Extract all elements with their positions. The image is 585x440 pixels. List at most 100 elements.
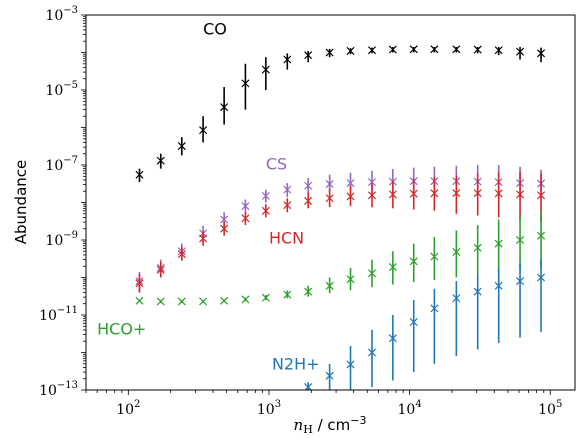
data-point: [156, 297, 165, 306]
data-point: [283, 55, 292, 64]
data-point: [135, 296, 144, 305]
data-point: [325, 194, 334, 203]
series-cs: [135, 165, 546, 293]
x-axis-label-symbol: n: [294, 416, 304, 434]
data-point: [304, 383, 313, 390]
data-point: [325, 371, 334, 380]
y-tick-label: 10−7: [45, 155, 78, 174]
data-point: [516, 47, 525, 56]
data-point: [473, 243, 482, 252]
data-point: [516, 190, 525, 199]
data-point: [388, 45, 397, 54]
x-tick-label: 104: [398, 399, 422, 418]
data-point: [199, 297, 208, 306]
data-point: [346, 360, 355, 369]
data-point: [220, 296, 229, 305]
data-point: [220, 224, 229, 233]
series-co: [135, 45, 546, 183]
data-point: [494, 46, 503, 55]
data-point: [156, 156, 165, 165]
plot-content: [135, 45, 546, 390]
series-label-cs: CS: [266, 155, 287, 174]
data-point: [494, 239, 503, 248]
data-point: [261, 191, 270, 200]
series-label-hcn: HCN: [269, 229, 304, 248]
data-point: [388, 263, 397, 272]
y-tick-label: 10−11: [39, 305, 78, 324]
data-point: [304, 196, 313, 205]
data-point: [452, 294, 461, 303]
data-point: [346, 179, 355, 188]
data-point: [283, 201, 292, 210]
data-point: [135, 170, 144, 179]
data-point: [536, 231, 546, 240]
data-point: [367, 178, 376, 187]
series-hcn: [135, 172, 546, 293]
data-point: [261, 65, 270, 74]
series-label-co: CO: [203, 20, 227, 39]
data-point: [367, 269, 376, 278]
data-point: [177, 297, 186, 306]
data-point: [430, 252, 439, 261]
data-point: [388, 334, 397, 343]
series-n2h: [304, 259, 546, 390]
data-point: [473, 287, 482, 296]
data-point: [409, 189, 418, 198]
data-point: [430, 304, 439, 313]
data-point: [388, 190, 397, 199]
data-point: [536, 191, 546, 200]
x-tick-label: 102: [116, 399, 140, 418]
data-point: [241, 214, 250, 223]
y-tick-label: 10−9: [45, 230, 78, 249]
data-point: [452, 189, 461, 198]
data-point: [304, 181, 313, 190]
data-point: [409, 317, 418, 327]
plot-frame: [85, 14, 576, 391]
data-point: [220, 215, 229, 224]
x-axis-label-exponent: −3: [350, 414, 366, 427]
data-point: [220, 103, 229, 112]
y-axis-label: Abundance: [12, 160, 30, 245]
data-point: [346, 46, 355, 55]
y-tick-label: 10−13: [39, 380, 78, 399]
data-point: [304, 51, 313, 60]
data-point: [473, 189, 482, 198]
data-point: [241, 79, 250, 88]
data-point: [367, 46, 376, 55]
data-point: [367, 191, 376, 200]
data-point: [177, 250, 186, 259]
data-point: [325, 180, 334, 189]
axis-ticks: 102 103 104 105 10−3 10−5 10−7 10−9 10−11 10−13: [39, 5, 562, 418]
x-tick-label: 103: [257, 399, 281, 418]
data-point: [177, 142, 186, 151]
data-point: [283, 185, 292, 194]
data-point: [241, 202, 250, 211]
data-point: [516, 235, 525, 245]
data-point: [135, 279, 144, 288]
data-point: [473, 45, 482, 54]
data-point: [367, 348, 376, 357]
data-point: [283, 290, 292, 299]
data-point: [325, 48, 334, 57]
data-point: [409, 45, 418, 54]
data-point: [536, 273, 546, 282]
series-labels: CO CS HCN HCO+ N2H+: [97, 20, 319, 374]
series-label-hco: HCO+: [97, 320, 146, 339]
data-point: [494, 281, 503, 290]
data-point: [346, 192, 355, 201]
data-point: [261, 206, 270, 215]
data-point: [261, 293, 270, 302]
data-point: [516, 277, 525, 286]
data-point: [430, 45, 439, 54]
data-point: [430, 189, 439, 198]
data-layer: [135, 45, 546, 390]
data-point: [494, 189, 503, 198]
data-point: [199, 234, 208, 243]
data-point: [409, 257, 418, 266]
data-point: [536, 49, 546, 58]
data-point: [199, 126, 208, 135]
data-point: [241, 295, 250, 304]
data-point: [156, 265, 165, 274]
y-tick-label: 10−3: [45, 5, 78, 24]
